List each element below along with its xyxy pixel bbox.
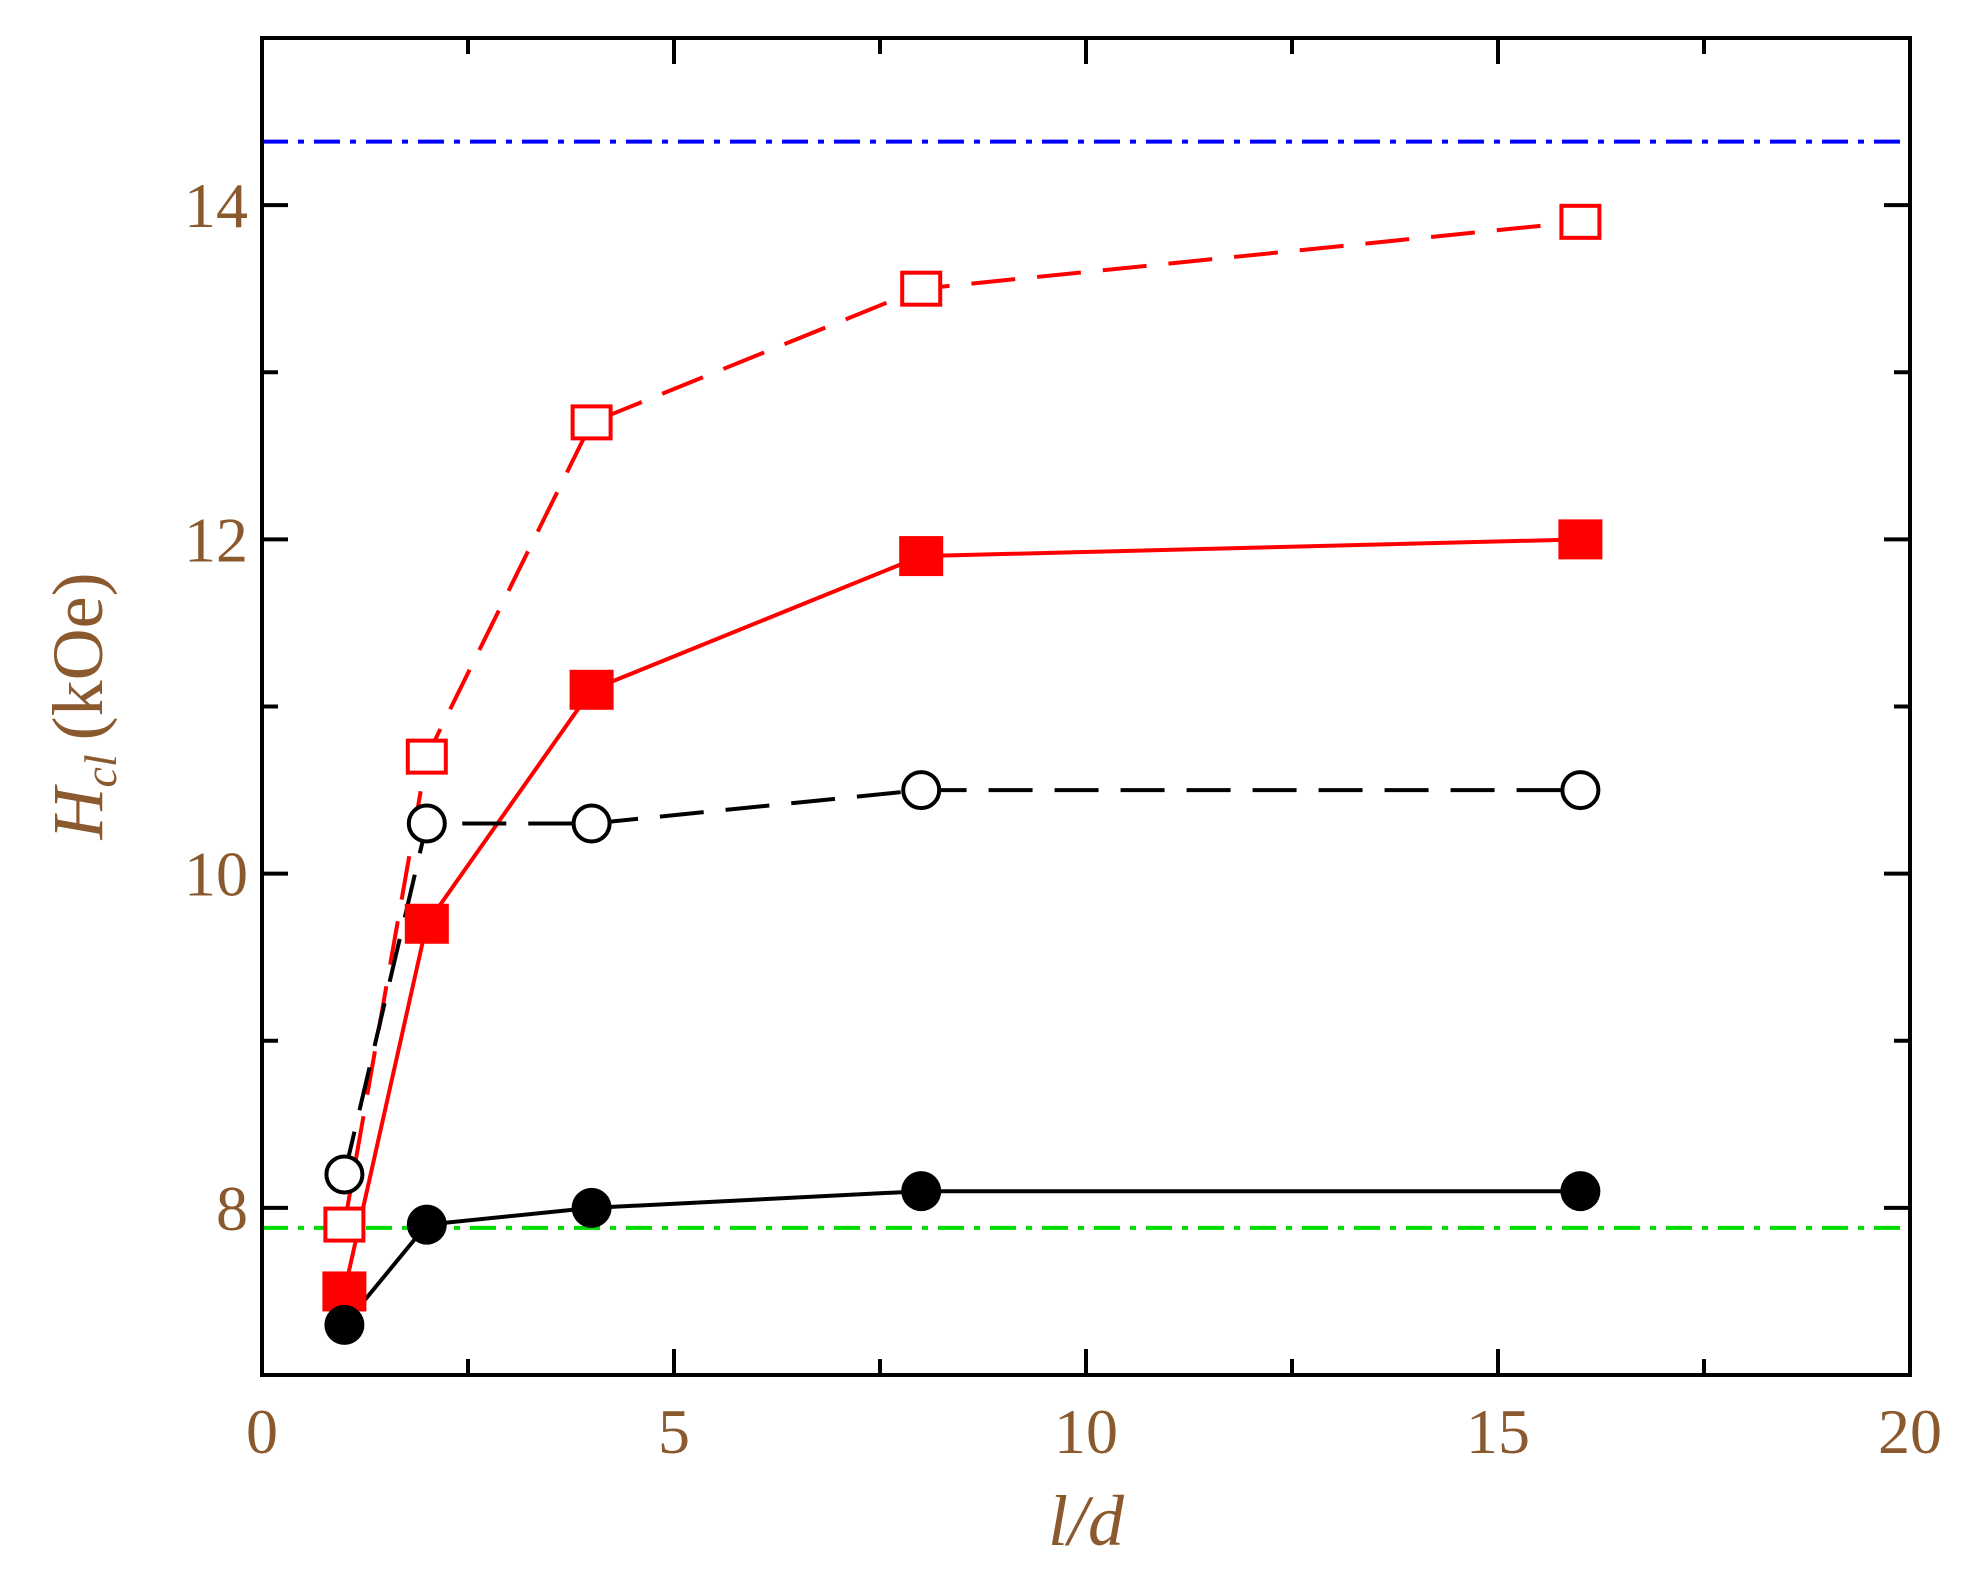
- series-3-point-5: [1560, 770, 1601, 811]
- series-1-point-1: [323, 1206, 366, 1243]
- series-4-point-1: [324, 1304, 365, 1345]
- series-2-point-5: [1558, 519, 1603, 560]
- y-axis-title-main: H: [38, 784, 118, 841]
- series-4-point-2: [406, 1204, 447, 1245]
- y-axis-title: Hcl (kOe): [38, 572, 126, 840]
- series-4-point-5: [1560, 1171, 1601, 1212]
- series-3-point-2: [406, 803, 447, 844]
- series-lines: [342, 219, 1581, 1327]
- x-tick-label: 0: [246, 1396, 278, 1467]
- y-tick-label: 14: [184, 170, 248, 241]
- series-3-point-3: [571, 803, 612, 844]
- series-4-point-3: [571, 1187, 612, 1228]
- plot-frame: [260, 36, 1912, 1377]
- reference-lines: [262, 139, 1910, 1230]
- x-tick-label: 15: [1466, 1396, 1530, 1467]
- x-axis-title: l/d: [1048, 1481, 1125, 1561]
- axis-ticks: [260, 38, 1912, 1375]
- series-2-point-1: [322, 1271, 367, 1312]
- series-1-point-4: [900, 270, 943, 307]
- y-axis-title-unit: (kOe): [38, 572, 118, 740]
- series-3-line: [342, 788, 1581, 1175]
- series-1-line: [342, 219, 1581, 1225]
- tick-labels: 0 5 10 15 20 8 10 12 14: [184, 170, 1942, 1467]
- series-2-point-3: [569, 669, 614, 710]
- y-tick-label: 12: [184, 504, 248, 575]
- series-2-point-2: [404, 903, 449, 944]
- series-3-point-1: [324, 1154, 365, 1195]
- series-4-point-4: [901, 1171, 942, 1212]
- series-2-point-4: [899, 536, 944, 577]
- series-2-line: [342, 537, 1581, 1292]
- y-tick-label: 10: [184, 839, 248, 910]
- x-tick-label: 20: [1878, 1396, 1942, 1467]
- series-4-line: [342, 1189, 1581, 1327]
- series-3-point-4: [901, 770, 942, 811]
- series-1-point-2: [405, 738, 448, 775]
- series-1-point-3: [570, 404, 613, 441]
- y-axis-title-sub: cl: [75, 754, 126, 787]
- series-1-point-5: [1559, 203, 1602, 240]
- x-tick-label: 10: [1054, 1396, 1118, 1467]
- series-markers: [322, 203, 1603, 1345]
- x-tick-label: 5: [658, 1396, 690, 1467]
- y-tick-label: 8: [216, 1173, 248, 1244]
